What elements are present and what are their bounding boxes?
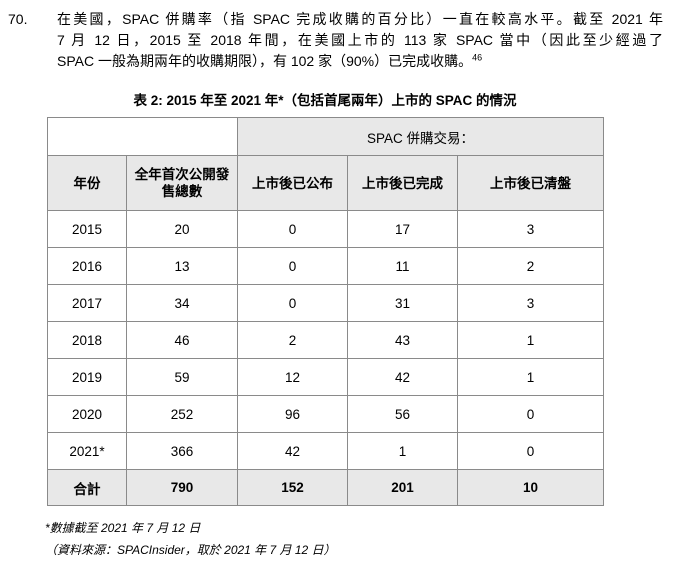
span-header-row: SPAC 併購交易： [47,117,605,156]
table-cell: 3 [456,210,605,248]
table-row-2020: 2020 252 96 56 0 [47,395,605,433]
total-cell: 201 [347,469,458,506]
table-cell: 3 [456,284,605,322]
paragraph-line-3-text: SPAC 一般為期兩年的收購期限），有 102 家（90%）已完成收購。 [57,53,473,69]
table-cell: 366 [126,432,238,470]
total-cell: 152 [237,469,348,506]
table-cell: 2018 [47,321,127,359]
table-row-2018: 2018 46 2 43 1 [47,321,605,359]
col-header-ipo-line1: 全年首次公開發 [134,167,230,182]
table-cell: 0 [237,284,348,322]
table-cell: 12 [237,358,348,396]
table-cell: 2 [456,247,605,285]
table-cell: 42 [237,432,348,470]
col-header-ipo-total: 全年首次公開發 售總數 [126,155,238,211]
spac-table: SPAC 併購交易： 年份 全年首次公開發 售總數 上市後已公布 上市後已完成 上… [47,117,605,506]
table-cell: 17 [347,210,458,248]
table-cell: 46 [126,321,238,359]
table-cell: 0 [237,247,348,285]
table-cell: 20 [126,210,238,248]
table-cell: 43 [347,321,458,359]
col-header-liquidated: 上市後已清盤 [456,155,605,211]
table-row-2015: 2015 20 0 17 3 [47,210,605,248]
table-cell: 34 [126,284,238,322]
table-row-total: 合計 790 152 201 10 [47,469,605,506]
table-cell: 1 [456,358,605,396]
col-header-ipo-line2: 售總數 [161,184,203,199]
total-label-cell: 合計 [47,469,127,506]
table-cell: 2019 [47,358,127,396]
table-cell: 2015 [47,210,127,248]
table-cell: 252 [126,395,238,433]
table-cell: 31 [347,284,458,322]
empty-corner-cell [47,117,238,156]
total-cell: 790 [126,469,238,506]
table-cell: 13 [126,247,238,285]
footnote-data-cutoff: *數據截至 2021 年 7 月 12 日 [45,521,201,535]
paragraph-line-2: 7 月 12 日，2015 至 2018 年間，在美國上市的 113 家 SPA… [57,32,663,48]
col-header-completed: 上市後已完成 [347,155,458,211]
table-cell: 2 [237,321,348,359]
table-cell: 0 [456,432,605,470]
table-cell: 1 [456,321,605,359]
footnote-reference: 46 [472,52,483,63]
span-header-cell: SPAC 併購交易： [236,117,605,156]
table-row-2019: 2019 59 12 42 1 [47,358,605,396]
table-cell: 2016 [47,247,127,285]
table-cell: 2021* [47,432,127,470]
paragraph-number: 70. [8,11,28,27]
table-cell: 96 [237,395,348,433]
table-cell: 59 [126,358,238,396]
table-cell: 56 [347,395,458,433]
table-cell: 0 [456,395,605,433]
table-row-2017: 2017 34 0 31 3 [47,284,605,322]
paragraph-line-3: SPAC 一般為期兩年的收購期限），有 102 家（90%）已完成收購。46 [57,51,663,72]
col-header-announced: 上市後已公布 [237,155,348,211]
paragraph-line-1: 在美國，SPAC 併購率（指 SPAC 完成收購的百分比）一直在較高水平。截至 … [57,11,663,27]
table-cell: 11 [347,247,458,285]
footnotes: *數據截至 2021 年 7 月 12 日 （資料來源：SPACInsider，… [45,517,336,561]
table-cell: 0 [237,210,348,248]
table-cell: 2017 [47,284,127,322]
col-header-year: 年份 [47,155,127,211]
paragraph-text: 在美國，SPAC 併購率（指 SPAC 完成收購的百分比）一直在較高水平。截至 … [57,9,663,72]
table-cell: 2020 [47,395,127,433]
footnote-source: （資料來源：SPACInsider，取於 2021 年 7 月 12 日） [45,543,336,557]
table-cell: 42 [347,358,458,396]
table-title: 表 2: 2015 年至 2021 年*（包括首尾兩年）上市的 SPAC 的情況 [133,93,517,108]
total-cell: 10 [456,469,605,506]
column-header-row: 年份 全年首次公開發 售總數 上市後已公布 上市後已完成 上市後已清盤 [47,155,605,211]
table-row-2021: 2021* 366 42 1 0 [47,432,605,470]
table-cell: 1 [347,432,458,470]
table-row-2016: 2016 13 0 11 2 [47,247,605,285]
